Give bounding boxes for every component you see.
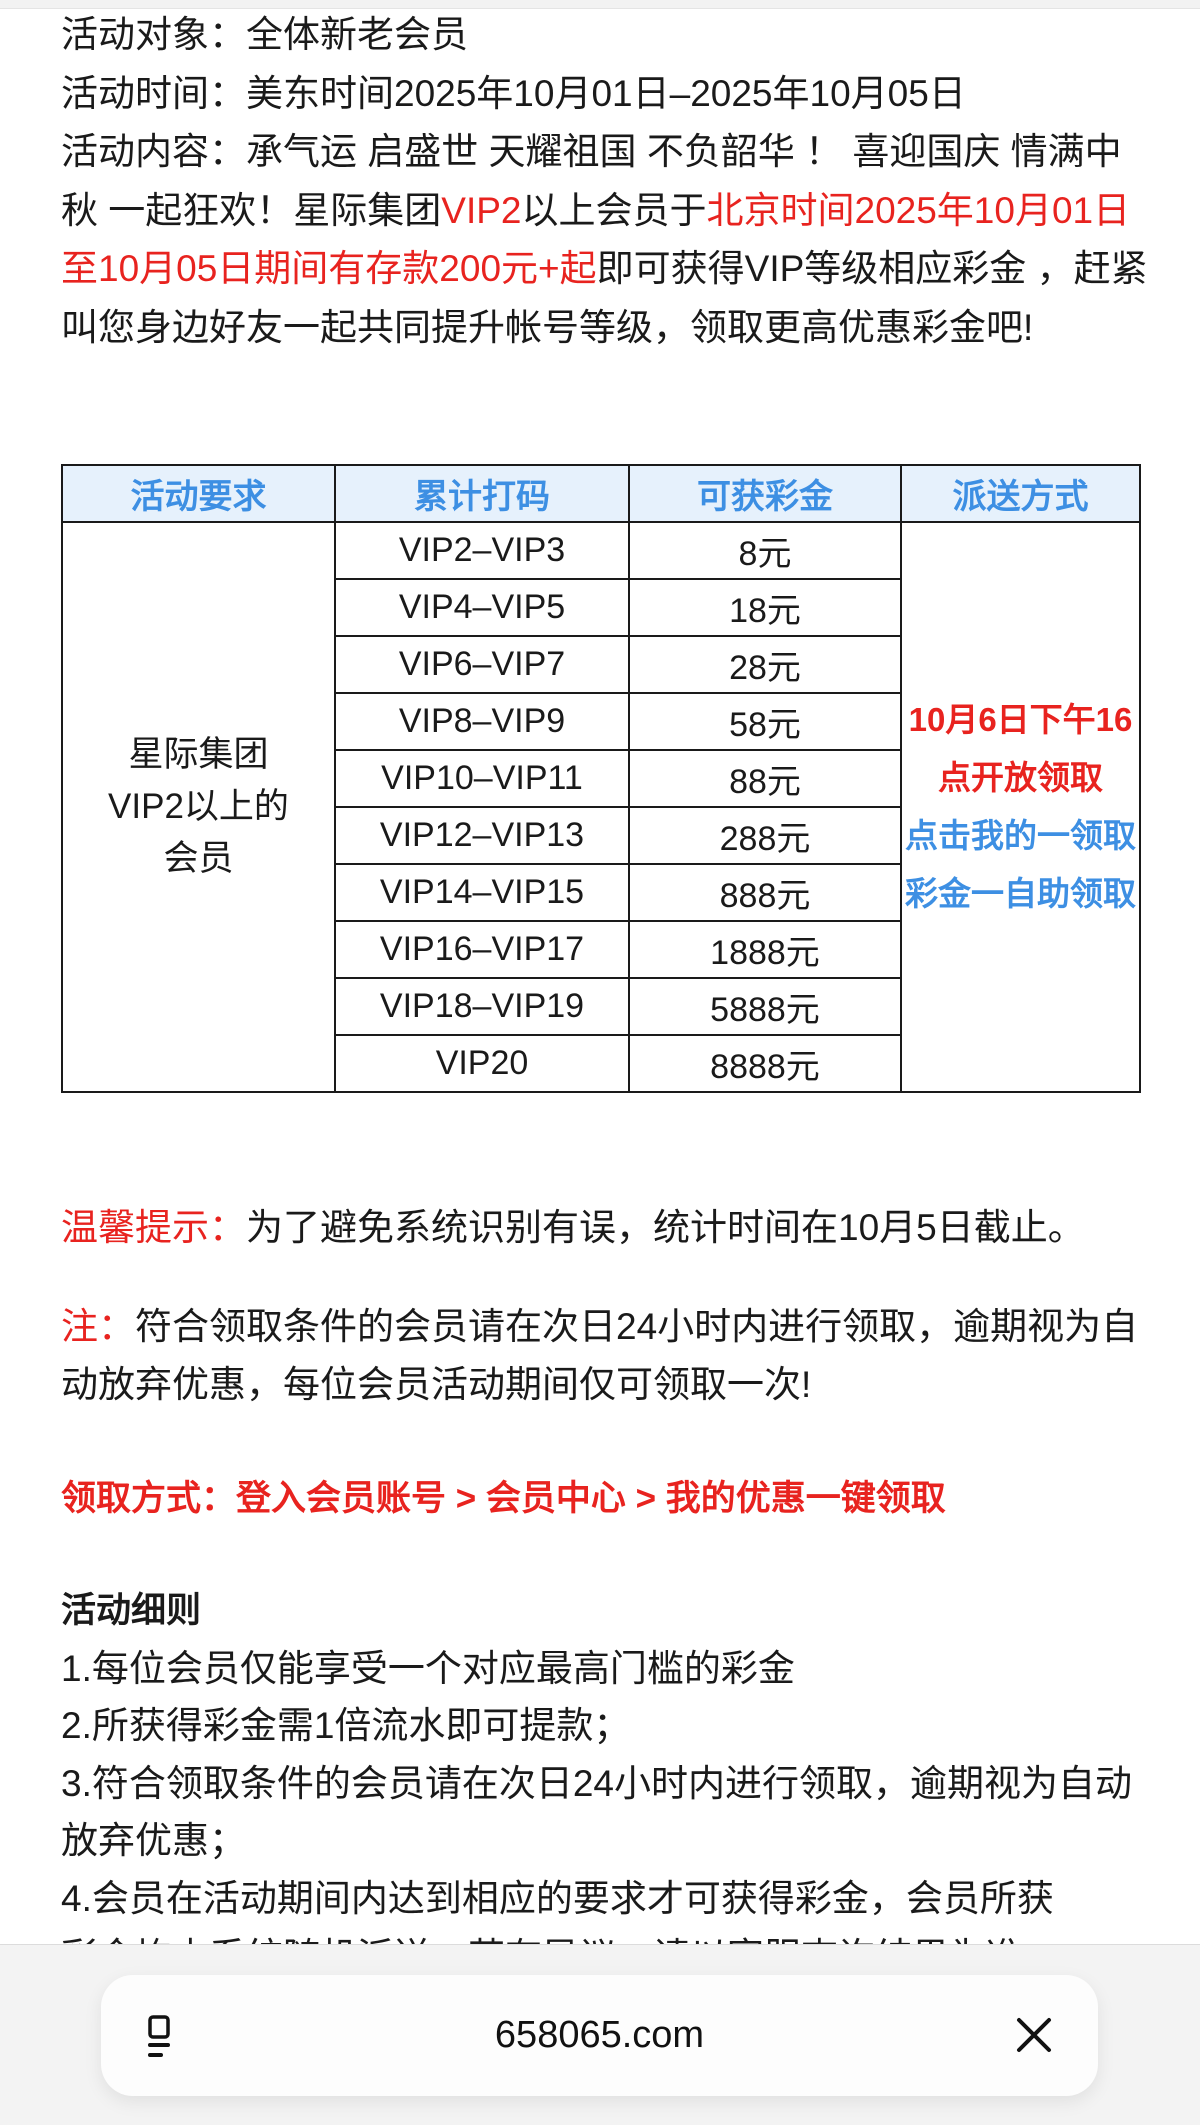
- table-row: VIP18–VIP19 5888元: [62, 977, 1140, 1036]
- top-strip: [0, 0, 1200, 9]
- bonus-cell: 88元: [628, 749, 902, 808]
- level-cell: VIP12–VIP13: [334, 806, 630, 865]
- warm-tip-text: 为了避免系统识别有误，统计时间在10月5日截止。: [246, 1207, 1085, 1248]
- target-value: 全体新老会员: [246, 14, 468, 55]
- header-requirement: 活动要求: [61, 464, 336, 523]
- bonus-table: 活动要求 累计打码 可获彩金 派送方式 星际集团VIP2以上的会员 VIP2–VI…: [61, 464, 1141, 1093]
- bonus-cell: 888元: [628, 863, 902, 922]
- note-label: 注：: [61, 1306, 135, 1347]
- requirement-cell: 星际集团VIP2以上的会员: [61, 521, 336, 1093]
- note: 注：符合领取条件的会员请在次日24小时内进行领取，逾期视为自动放弃优惠，每位会员…: [61, 1298, 1151, 1414]
- rule-item: 3.符合领取条件的会员请在次日24小时内进行领取，逾期视为自动放弃优惠；: [61, 1762, 1133, 1862]
- target-line: 活动对象：全体新老会员: [61, 6, 1151, 65]
- tabs-icon[interactable]: [148, 2015, 170, 2060]
- table-row: VIP20 8888元: [62, 1034, 1140, 1093]
- header-distribution: 派送方式: [900, 464, 1141, 523]
- bonus-cell: 8元: [628, 521, 902, 580]
- level-cell: VIP4–VIP5: [334, 578, 630, 637]
- distribution-time: 10月6日下午16点开放领取: [908, 701, 1133, 796]
- url-text[interactable]: 658065.com: [494, 2014, 705, 2056]
- rule-item: 4.会员在活动期间内达到相应的要求才可获得彩金，会员所获: [61, 1877, 1054, 1919]
- level-cell: VIP2–VIP3: [334, 521, 630, 580]
- bonus-cell: 28元: [628, 635, 902, 694]
- level-cell: VIP8–VIP9: [334, 692, 630, 751]
- time-label: 活动时间：: [61, 72, 246, 114]
- content-label: 活动内容：: [61, 131, 246, 172]
- level-cell: VIP20: [334, 1034, 630, 1093]
- content-text: 即可获得VIP等级相应彩金 ，赶紧叫您身边好友一起共同提升帐号等级，领取更高优惠…: [61, 248, 1148, 348]
- table-row: VIP4–VIP5 18元: [62, 578, 1140, 637]
- distribution-method: 点击我的一领取彩金一自助领取: [905, 817, 1136, 912]
- content-text: 以上会员于: [521, 189, 707, 231]
- header-turnover: 累计打码: [334, 464, 630, 523]
- header-bonus: 可获彩金: [628, 464, 902, 523]
- address-bar[interactable]: 658065.com: [101, 1975, 1098, 2096]
- table-row: VIP12–VIP13 288元: [62, 806, 1140, 865]
- table-header-row: 活动要求 累计打码 可获彩金 派送方式: [61, 464, 1141, 523]
- table-row: VIP8–VIP9 58元: [62, 692, 1140, 751]
- table-row: VIP14–VIP15 888元: [62, 863, 1140, 922]
- rules-title: 活动细则: [61, 1591, 202, 1630]
- intro-section: 活动对象：全体新老会员 活动时间：美东时间2025年10月01日–2025年10…: [61, 6, 1151, 357]
- level-cell: VIP10–VIP11: [334, 749, 630, 808]
- level-cell: VIP16–VIP17: [334, 920, 630, 979]
- bonus-cell: 18元: [628, 578, 902, 637]
- level-cell: VIP14–VIP15: [334, 863, 630, 922]
- time-value: 美东时间2025年10月01日–2025年10月05日: [246, 72, 966, 114]
- content-text: 承气运 启盛世 天耀祖国 不负韶华 ！ 喜迎国庆 情满中秋 一起狂欢！星际集团: [61, 131, 1122, 231]
- table-row: 星际集团VIP2以上的会员 VIP2–VIP3 8元 10月6日下午16点开放领取 点击…: [61, 521, 1141, 1093]
- bonus-cell: 288元: [628, 806, 902, 865]
- table-row: VIP16–VIP17 1888元: [62, 920, 1140, 979]
- close-icon[interactable]: [1016, 2017, 1052, 2053]
- rules-section: 活动细则 1.每位会员仅能享受一个对应最高门槛的彩金 2.所获得彩金需1倍流水即…: [61, 1582, 1151, 1985]
- target-label: 活动对象：: [61, 14, 246, 55]
- level-cell: VIP6–VIP7: [334, 635, 630, 694]
- bonus-cell: 5888元: [628, 977, 902, 1036]
- bonus-cell: 8888元: [628, 1034, 902, 1093]
- content-paragraph: 活动内容：承气运 启盛世 天耀祖国 不负韶华 ！ 喜迎国庆 情满中秋 一起狂欢！…: [61, 123, 1151, 357]
- distribution-cell: 10月6日下午16点开放领取 点击我的一领取彩金一自助领取: [900, 521, 1141, 1093]
- bonus-cell: 1888元: [628, 920, 902, 979]
- note-text: 符合领取条件的会员请在次日24小时内进行领取，逾期视为自动放弃优惠，每位会员活动…: [61, 1306, 1139, 1405]
- bonus-cell: 58元: [628, 692, 902, 751]
- rule-item: 2.所获得彩金需1倍流水即可提款；: [61, 1705, 631, 1747]
- claim-method: 领取方式：登入会员账号 > 会员中心 > 我的优惠一键领取: [61, 1479, 946, 1518]
- content-highlight: 北京时间2025年10月01日至10月05日期间有存款200元+起: [61, 189, 1131, 290]
- warm-tip-label: 温馨提示：: [61, 1207, 246, 1248]
- level-cell: VIP18–VIP19: [334, 977, 630, 1036]
- table-row: VIP6–VIP7 28元: [62, 635, 1140, 694]
- table-row: VIP10–VIP11 88元: [62, 749, 1140, 808]
- browser-bottom-bar: 658065.com: [0, 1944, 1200, 2125]
- time-line: 活动时间：美东时间2025年10月01日–2025年10月05日: [61, 65, 1151, 124]
- rule-item: 1.每位会员仅能享受一个对应最高门槛的彩金: [61, 1647, 795, 1689]
- content-highlight: VIP2: [441, 189, 522, 231]
- warm-tip: 温馨提示：为了避免系统识别有误，统计时间在10月5日截止。: [61, 1199, 1085, 1257]
